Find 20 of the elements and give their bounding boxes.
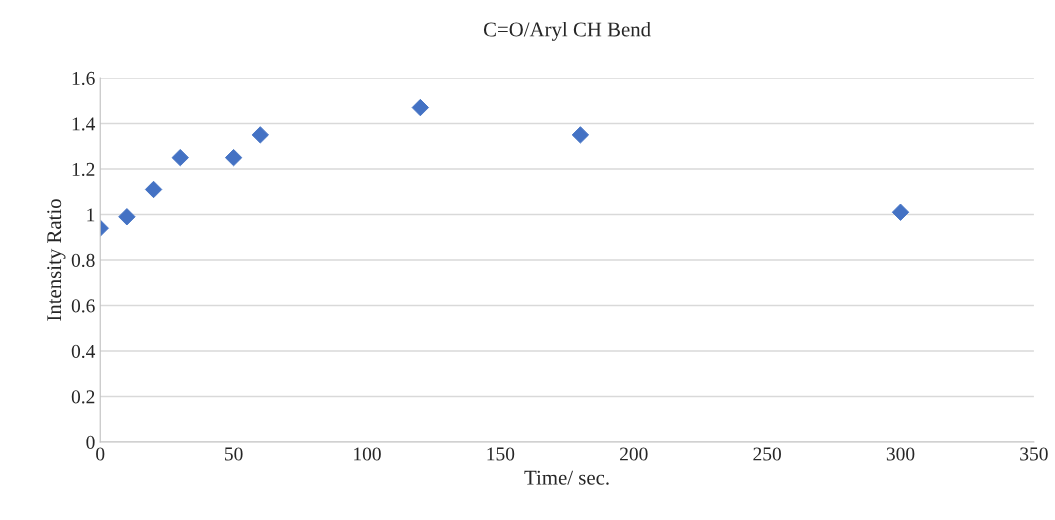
chart-title: C=O/Aryl CH Bend [483, 21, 651, 41]
y-axis-title: Intensity Ratio [47, 199, 66, 321]
x-axis-title: Time/ sec. [524, 470, 609, 485]
x-tick-label: 0 [96, 447, 105, 461]
y-tick-label: 0.6 [71, 299, 95, 313]
y-tick-label: 0.8 [71, 253, 95, 268]
y-tick-label: 0.2 [71, 390, 95, 404]
x-tick-label: 50 [225, 447, 243, 461]
y-tick-label: 1.6 [72, 71, 95, 86]
x-tick-label: 250 [753, 447, 781, 461]
y-tick-label: 1 [87, 208, 95, 222]
y-tick-label: 0 [86, 435, 95, 449]
y-tick-label: 0.4 [71, 344, 96, 359]
y-tick-label: 1.2 [72, 162, 95, 177]
x-tick-label: 350 [1020, 447, 1048, 461]
x-tick-label: 300 [886, 447, 915, 461]
x-tick-label: 150 [487, 447, 515, 461]
x-tick-label: 200 [620, 447, 648, 461]
x-tick-label: 100 [354, 447, 381, 461]
y-tick-label: 1.4 [72, 117, 96, 131]
